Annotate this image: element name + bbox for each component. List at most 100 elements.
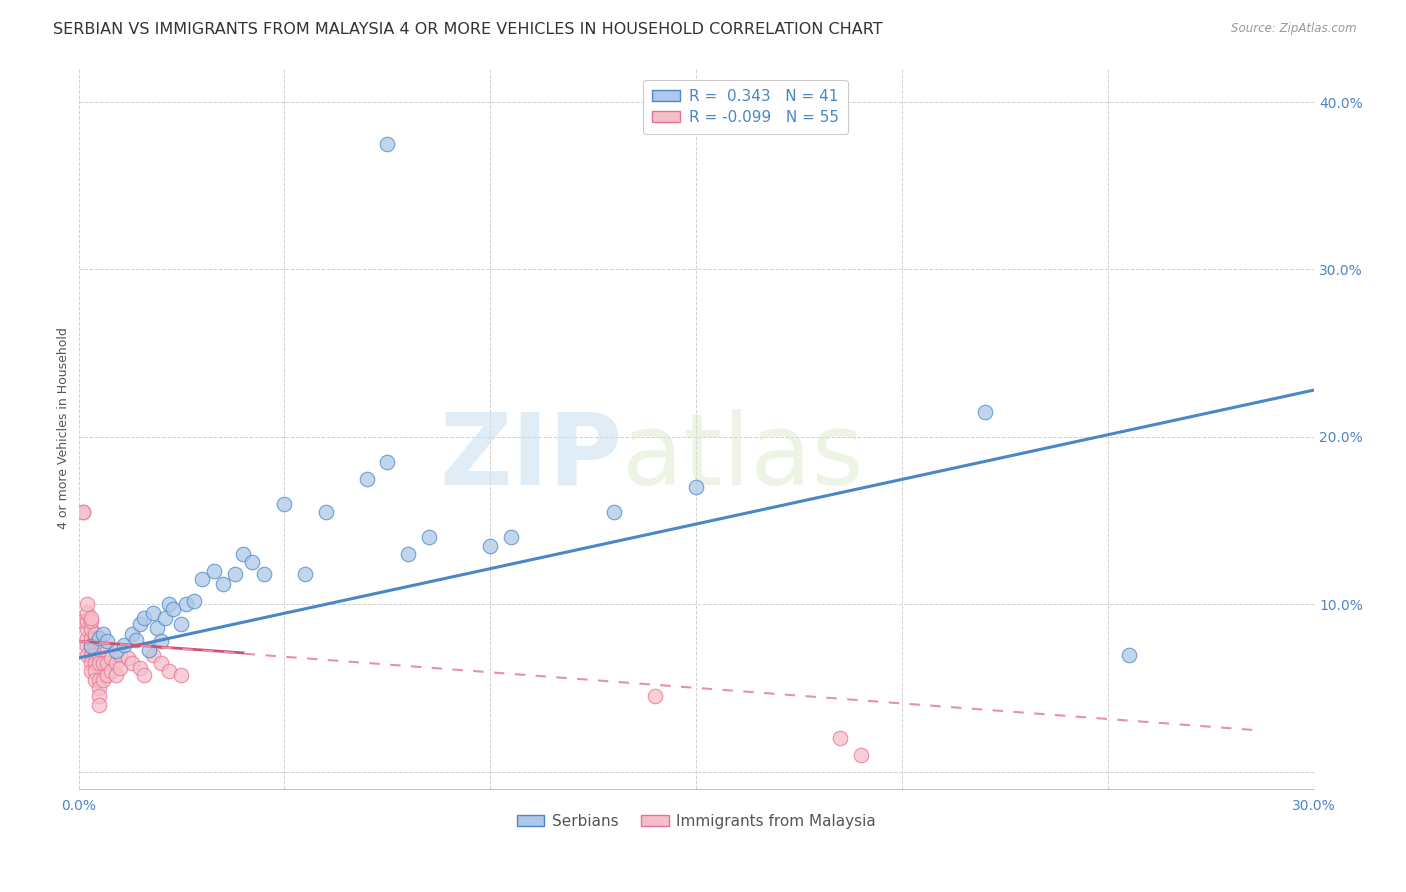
Point [142,648,165,662]
Point [84,656,107,670]
Point [157,598,180,612]
Point [162,602,184,616]
Point [104,667,127,681]
Point [142,606,165,620]
Point [84,627,107,641]
Point [76,598,98,612]
Point [134,611,156,625]
Point [87,698,110,712]
Point [91,627,114,641]
Point [224,567,246,582]
Point [149,634,172,648]
Point [129,617,152,632]
Point [479,539,502,553]
Point [1118,648,1140,662]
Point [72,505,94,519]
Point [87,681,110,695]
Point [100,651,122,665]
Text: atlas: atlas [623,409,863,506]
Point [96,667,118,681]
Point [100,665,122,679]
Point [80,631,103,645]
Point [84,639,107,653]
Legend: Serbians, Immigrants from Malaysia: Serbians, Immigrants from Malaysia [510,807,882,835]
Text: ZIP: ZIP [439,409,623,506]
Point [377,455,399,469]
Point [87,648,110,662]
Point [157,665,180,679]
Point [685,480,707,494]
Point [129,661,152,675]
Point [830,731,852,746]
Point [72,614,94,628]
Point [76,614,98,628]
Point [170,667,193,681]
Point [396,547,419,561]
Point [499,530,522,544]
Point [96,634,118,648]
Point [76,623,98,637]
Point [80,648,103,662]
Point [87,690,110,704]
Point [273,497,295,511]
Point [294,567,316,582]
Point [112,638,135,652]
Point [80,614,103,628]
Point [134,667,156,681]
Point [76,606,98,620]
Point [204,564,226,578]
Point [80,623,103,637]
Point [973,405,995,419]
Point [80,611,103,625]
Point [108,661,131,675]
Point [418,530,440,544]
Y-axis label: 4 or more Vehicles in Household: 4 or more Vehicles in Household [58,327,70,530]
Point [104,656,127,670]
Point [84,648,107,662]
Point [183,594,205,608]
Text: Source: ZipAtlas.com: Source: ZipAtlas.com [1232,22,1357,36]
Point [121,627,143,641]
Point [117,651,139,665]
Point [76,639,98,653]
Point [603,505,626,519]
Point [356,472,378,486]
Point [96,644,118,658]
Point [72,505,94,519]
Point [232,547,254,561]
Point [96,656,118,670]
Point [84,631,107,645]
Point [849,747,872,762]
Point [91,639,114,653]
Point [170,617,193,632]
Point [125,632,148,647]
Point [253,567,276,582]
Point [104,644,127,658]
Point [76,631,98,645]
Text: SERBIAN VS IMMIGRANTS FROM MALAYSIA 4 OR MORE VEHICLES IN HOUSEHOLD CORRELATION : SERBIAN VS IMMIGRANTS FROM MALAYSIA 4 OR… [53,22,883,37]
Point [87,673,110,687]
Point [146,621,169,635]
Point [87,656,110,670]
Point [80,665,103,679]
Point [315,505,337,519]
Point [108,648,131,662]
Point [91,656,114,670]
Point [80,639,103,653]
Point [87,634,110,648]
Point [121,656,143,670]
Point [240,556,263,570]
Point [644,690,666,704]
Point [174,598,197,612]
Point [76,648,98,662]
Point [377,136,399,151]
Point [138,642,160,657]
Point [84,673,107,687]
Point [91,673,114,687]
Point [153,611,176,625]
Point [80,639,103,653]
Point [84,665,107,679]
Point [191,572,214,586]
Point [80,656,103,670]
Point [211,577,233,591]
